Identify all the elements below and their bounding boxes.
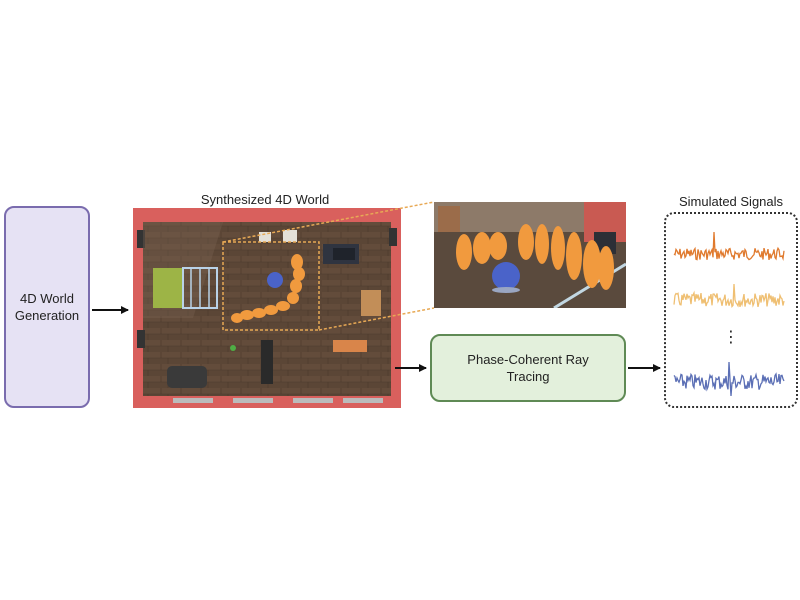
zoom-exercise-ball xyxy=(492,262,520,290)
signals-title: Simulated Signals xyxy=(678,194,784,209)
exercise-ball xyxy=(267,272,283,288)
world-generation-box: 4D World Generation xyxy=(4,206,90,408)
ray-tracing-box: Phase-Coherent Ray Tracing xyxy=(430,334,626,402)
zoomed-humans-image xyxy=(434,202,626,308)
world-generation-label: 4D World Generation xyxy=(14,291,80,323)
world-render-image xyxy=(133,208,401,408)
ray-tracing-label: Phase-Coherent Ray Tracing xyxy=(467,352,589,384)
signal-line-2 xyxy=(673,283,785,308)
couch xyxy=(167,366,207,388)
rowing-machine xyxy=(261,340,273,384)
green-mat xyxy=(153,268,183,308)
shelf xyxy=(361,290,381,316)
signals-plot: ⋮ xyxy=(673,231,785,397)
signals-ellipsis: ⋮ xyxy=(723,327,739,346)
human-trajectory xyxy=(231,254,305,323)
signal-line-1 xyxy=(673,231,785,261)
bench xyxy=(333,340,367,352)
signal-line-3 xyxy=(673,361,785,397)
zoom-human-figures xyxy=(456,224,614,290)
world-title: Synthesized 4D World xyxy=(200,192,330,207)
